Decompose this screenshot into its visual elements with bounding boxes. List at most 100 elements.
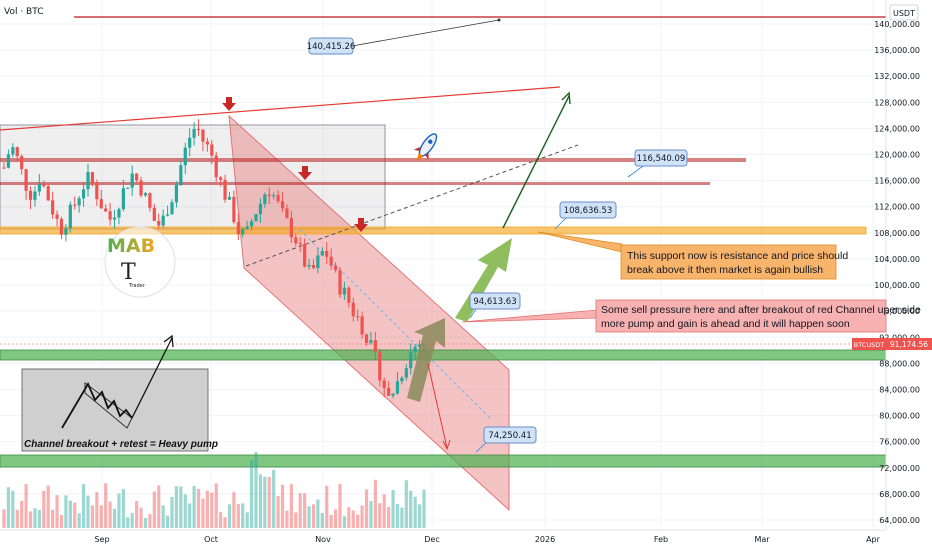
volume-bar xyxy=(130,512,134,528)
candle-body xyxy=(104,208,108,212)
range-box xyxy=(0,124,386,230)
candle-body xyxy=(316,255,320,269)
rising-trendline xyxy=(0,86,561,131)
price-tick-label: 68,000.00 xyxy=(879,490,920,499)
volume-bar xyxy=(320,513,324,528)
volume-bar xyxy=(126,517,130,528)
candle-body xyxy=(258,203,263,215)
candle-body xyxy=(73,204,77,206)
volume-bar xyxy=(245,512,249,528)
volume-bar xyxy=(391,489,395,528)
volume-bar xyxy=(409,490,413,528)
candle-body xyxy=(232,196,236,223)
candle-body xyxy=(369,340,373,343)
candle-body xyxy=(373,340,377,352)
volume-bar xyxy=(37,509,41,528)
candle-body xyxy=(174,184,179,203)
time-tick-label: Dec xyxy=(424,535,439,544)
svg-text:91,174.56: 91,174.56 xyxy=(890,340,928,349)
price-tick-label: 136,000.00 xyxy=(874,46,920,55)
label-94613: 94,613.63 xyxy=(469,292,521,319)
volume-bar xyxy=(2,509,6,528)
volume-bar xyxy=(90,505,95,528)
volume-bar xyxy=(219,512,223,528)
candle-body xyxy=(183,147,187,166)
candle-body xyxy=(391,393,395,396)
candle-body xyxy=(42,183,46,187)
candle-body xyxy=(311,265,316,269)
time-tick-label: Apr xyxy=(866,535,881,544)
volume-bar xyxy=(139,507,143,528)
volume-bar xyxy=(51,509,55,528)
candle-body xyxy=(64,228,68,235)
candle-body xyxy=(325,250,329,257)
volume-bar xyxy=(20,500,24,528)
price-tick-label: 132,000.00 xyxy=(874,72,920,81)
volume-bar xyxy=(170,496,174,528)
resistance-band-116 xyxy=(0,158,746,162)
label-116540: 116,540.09 xyxy=(627,149,688,178)
down-marker-2 xyxy=(298,166,312,180)
volume-bar xyxy=(382,494,386,528)
candle-body xyxy=(404,368,408,378)
inset-pattern-box: Channel breakout + retest = Heavy pump xyxy=(21,334,218,452)
candle-body xyxy=(298,243,302,245)
chart-title: Vol · BTC xyxy=(4,7,43,17)
candle-body xyxy=(117,209,121,218)
volume-bar xyxy=(272,469,276,528)
candle-body xyxy=(15,147,19,157)
price-tick-label: 108,000.00 xyxy=(874,229,920,238)
candle-body xyxy=(382,380,386,388)
candle-body xyxy=(112,217,117,220)
volume-bar xyxy=(280,484,285,528)
candle-body xyxy=(249,221,254,227)
candle-body xyxy=(196,129,201,131)
drop-arrow-line xyxy=(427,363,448,449)
volume-bar xyxy=(205,490,209,528)
time-tick-label: Nov xyxy=(315,535,331,544)
candle-body xyxy=(364,334,369,343)
candle-body xyxy=(86,172,90,190)
svg-text:94,613.63: 94,613.63 xyxy=(473,297,516,307)
support-band-108 xyxy=(0,226,867,235)
candle-body xyxy=(37,183,41,192)
label-140415: 140,415.26 xyxy=(307,18,501,55)
candle-body xyxy=(280,201,285,209)
price-tick-label: 96,000.00 xyxy=(879,307,920,316)
price-tick-label: 116,000.00 xyxy=(874,177,920,186)
volume-bar xyxy=(117,493,121,528)
svg-text:74,250.41: 74,250.41 xyxy=(488,431,531,441)
candle-body xyxy=(179,165,183,185)
candle-body xyxy=(55,214,59,219)
candle-body xyxy=(210,144,214,156)
price-tick-label: 88,000.00 xyxy=(879,359,920,368)
volume-bar xyxy=(307,506,311,528)
time-tick-label: Sep xyxy=(94,535,109,544)
volume-bar xyxy=(351,510,355,528)
candle-body xyxy=(329,256,333,266)
candle-body xyxy=(289,217,293,238)
candle-body xyxy=(192,129,196,138)
candle-body xyxy=(152,207,156,221)
volume-bar xyxy=(347,507,351,528)
callout-support-resistance: This support now is resistance and price… xyxy=(537,231,848,280)
currency-badge[interactable]: USDT xyxy=(889,4,919,21)
candle-body xyxy=(201,129,205,142)
volume-bar xyxy=(81,484,86,528)
volume-bar xyxy=(11,490,15,528)
candle-body xyxy=(227,196,232,200)
volume-bar xyxy=(99,505,103,528)
volume-bar xyxy=(28,511,33,528)
candle-body xyxy=(254,214,258,222)
candle-body xyxy=(165,214,170,216)
svg-text:T: T xyxy=(121,260,136,285)
volume-bar xyxy=(152,491,156,528)
volume-bar xyxy=(395,504,400,528)
svg-text:USDT: USDT xyxy=(893,9,915,18)
svg-text:Some sell pressure here and af: Some sell pressure here and after breako… xyxy=(601,304,921,316)
volume-bar xyxy=(267,476,271,528)
candle-body xyxy=(188,137,192,148)
candles xyxy=(2,119,426,399)
mab-trader-logo: MAB T Trader xyxy=(104,226,176,298)
candle-body xyxy=(46,186,50,201)
